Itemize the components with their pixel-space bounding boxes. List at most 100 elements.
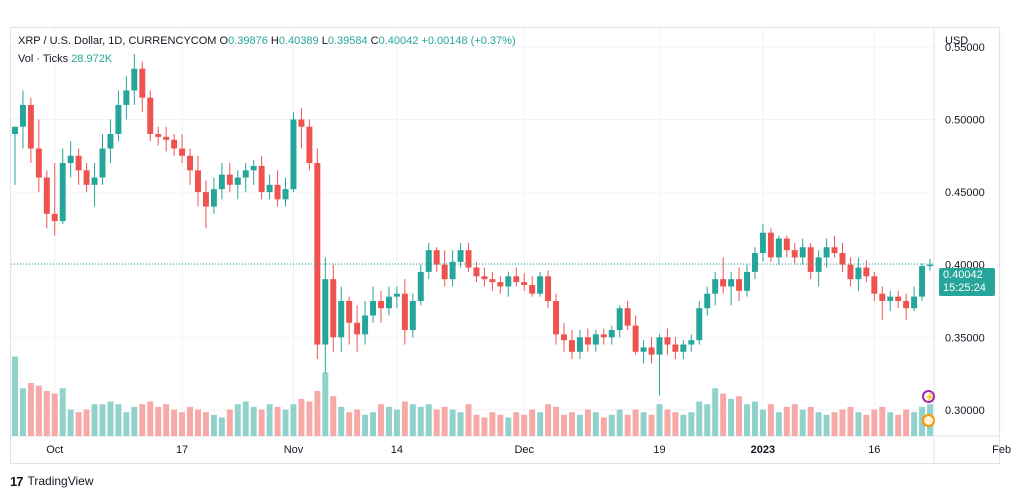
candle-body — [362, 315, 369, 335]
tradingview-logo-icon[interactable]: 17 — [10, 473, 24, 489]
candle-body — [505, 276, 512, 287]
candle-body — [895, 296, 902, 301]
dividend-event-icon[interactable]: ⚡ — [922, 390, 936, 403]
volume-bar — [584, 409, 591, 436]
volume-bar — [393, 409, 400, 436]
candle-body — [863, 267, 870, 277]
volume-bar — [887, 412, 894, 436]
volume-bar — [608, 414, 615, 436]
volume-bar — [322, 372, 329, 436]
volume-bar — [545, 404, 552, 436]
volume-bar — [449, 409, 456, 436]
volume-bar — [242, 401, 249, 436]
candle-body — [155, 133, 162, 137]
volume-bar — [736, 396, 743, 436]
volume-legend: Vol · Ticks 28.972K — [18, 53, 112, 65]
candle-body — [632, 325, 639, 352]
volume-bar — [187, 406, 194, 436]
x-tick-label: 14 — [391, 444, 403, 456]
volume-bar — [855, 412, 862, 436]
symbol-title[interactable]: XRP / U.S. Dollar, 1D, CURRENCYCOM — [18, 35, 217, 47]
high-value: 0.40389 — [278, 35, 319, 47]
candle-body — [871, 276, 878, 294]
volume-bar — [911, 412, 918, 436]
low-value: 0.39584 — [327, 35, 368, 47]
volume-bar — [672, 412, 679, 436]
volume-bar — [720, 393, 727, 436]
calendar-event-icon[interactable] — [922, 414, 935, 427]
volume-bar — [696, 401, 703, 436]
volume-bar — [505, 417, 512, 436]
volume-bar — [688, 412, 695, 436]
x-tick-label: 17 — [176, 444, 188, 456]
volume-bar — [513, 412, 520, 436]
volume-bar — [171, 409, 178, 436]
candle-body — [664, 337, 671, 345]
candle-body — [393, 293, 400, 297]
candle-body — [441, 264, 448, 280]
volume-bar — [314, 390, 321, 436]
volume-bar — [863, 414, 870, 436]
y-tick-label: 0.50000 — [945, 114, 985, 126]
volume-bar — [409, 404, 416, 436]
y-tick-label: 0.35000 — [945, 332, 985, 344]
candle-body — [195, 170, 201, 193]
volume-bar — [664, 409, 671, 436]
volume-bar — [234, 404, 241, 436]
volume-bar — [895, 414, 902, 436]
y-tick-label: 0.45000 — [945, 187, 985, 199]
candle-body — [807, 247, 814, 272]
candle-body — [115, 104, 122, 134]
candle-body — [759, 232, 766, 254]
volume-label[interactable]: Vol · Ticks — [18, 53, 69, 65]
candle-body — [171, 139, 178, 149]
candle-body — [417, 271, 424, 301]
volume-bar — [11, 356, 18, 436]
volume-bar — [704, 404, 711, 436]
volume-bar — [75, 412, 82, 436]
currency-label[interactable]: USD — [945, 35, 969, 47]
candle-body — [226, 174, 233, 185]
candle-body — [879, 293, 886, 301]
candle-body — [823, 247, 830, 258]
volume-bar — [147, 401, 154, 436]
volume-bar — [879, 406, 886, 436]
candle-body — [529, 284, 536, 294]
volume-bar — [195, 409, 201, 436]
candle-body — [425, 250, 432, 272]
volume-bar — [871, 409, 878, 436]
volume-bar — [537, 412, 544, 436]
brand-name[interactable]: TradingView — [27, 474, 94, 488]
bar-countdown: 15:25:24 — [943, 282, 986, 294]
volume-bar — [385, 406, 392, 436]
volume-bar — [306, 401, 313, 436]
volume-bar — [67, 409, 74, 436]
candle-body — [855, 267, 862, 280]
candle-body — [449, 261, 456, 280]
candle-body — [751, 253, 758, 272]
volume-bar — [338, 406, 345, 436]
candle-body — [266, 184, 273, 193]
x-tick-label: 19 — [653, 444, 665, 456]
close-label: C — [370, 35, 379, 47]
change-value: +0.00148 (+0.37%) — [421, 35, 516, 47]
ohlc-legend: XRP / U.S. Dollar, 1D, CURRENCYCOM O0.39… — [18, 35, 516, 47]
candle-body — [847, 264, 854, 280]
volume-bar — [290, 404, 297, 436]
candle-body — [576, 337, 583, 352]
candle-body — [767, 232, 774, 258]
candle-body — [704, 293, 711, 309]
chart-frame — [10, 27, 1000, 464]
low-label: L — [321, 35, 328, 47]
close-value: 0.40042 — [378, 35, 419, 47]
volume-bar — [425, 404, 432, 436]
volume-bar — [330, 396, 337, 436]
candle-body — [433, 250, 440, 265]
candle-body — [688, 340, 695, 345]
volume-bar — [218, 417, 225, 436]
candle-body — [608, 330, 615, 338]
candle-body — [218, 174, 225, 190]
candle-body — [744, 271, 750, 291]
candle-body — [887, 296, 894, 301]
